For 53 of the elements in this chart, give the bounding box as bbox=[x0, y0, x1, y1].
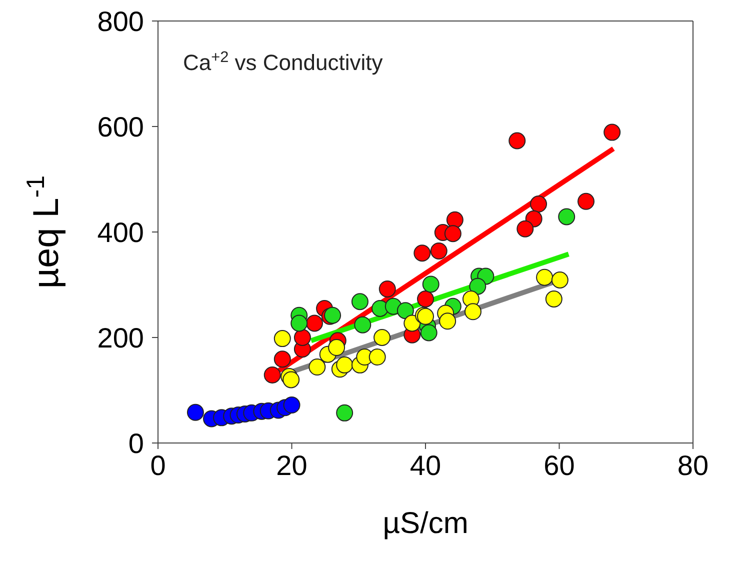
point bbox=[604, 124, 621, 141]
x-tick-label: 0 bbox=[150, 450, 166, 481]
point bbox=[545, 290, 562, 308]
point bbox=[417, 290, 434, 308]
point bbox=[274, 330, 291, 348]
point bbox=[372, 300, 389, 317]
point bbox=[368, 348, 386, 366]
point bbox=[404, 314, 421, 332]
point bbox=[378, 280, 396, 298]
point bbox=[306, 314, 323, 332]
x-tick-label: 40 bbox=[410, 450, 442, 481]
point bbox=[446, 211, 464, 228]
x-axis-title: µS/cm bbox=[382, 507, 468, 540]
point bbox=[422, 276, 440, 293]
point bbox=[558, 208, 576, 226]
point bbox=[290, 314, 308, 332]
point bbox=[186, 404, 204, 421]
point bbox=[469, 278, 486, 295]
y-tick-label: 600 bbox=[97, 111, 144, 142]
x-tick-label: 20 bbox=[276, 450, 308, 481]
point bbox=[324, 306, 342, 324]
y-tick-label: 400 bbox=[97, 216, 144, 248]
point bbox=[264, 366, 281, 384]
point bbox=[439, 312, 456, 330]
point bbox=[444, 225, 462, 242]
point bbox=[508, 132, 526, 150]
point bbox=[536, 268, 554, 286]
point bbox=[430, 242, 448, 260]
point bbox=[336, 404, 354, 422]
point bbox=[354, 316, 372, 334]
point bbox=[396, 302, 414, 320]
point bbox=[308, 358, 326, 376]
point bbox=[530, 196, 548, 213]
x-tick-label: 60 bbox=[544, 450, 575, 481]
y-tick-label: 0 bbox=[128, 428, 144, 459]
y-tick-label: 800 bbox=[97, 6, 144, 37]
y-tick-label: 200 bbox=[97, 322, 144, 354]
point bbox=[414, 244, 431, 262]
point bbox=[274, 350, 291, 368]
point bbox=[420, 324, 438, 342]
point bbox=[374, 329, 391, 346]
point bbox=[282, 371, 300, 388]
point bbox=[283, 396, 300, 414]
point bbox=[294, 329, 311, 346]
point bbox=[328, 339, 346, 356]
point bbox=[551, 272, 568, 289]
point bbox=[516, 220, 534, 238]
x-tick-label: 80 bbox=[677, 450, 709, 481]
point bbox=[464, 303, 482, 320]
point bbox=[351, 293, 368, 310]
point bbox=[578, 192, 594, 210]
point bbox=[336, 356, 354, 374]
text: Ca$^{+2}$ vs Conductivity bbox=[183, 48, 383, 75]
